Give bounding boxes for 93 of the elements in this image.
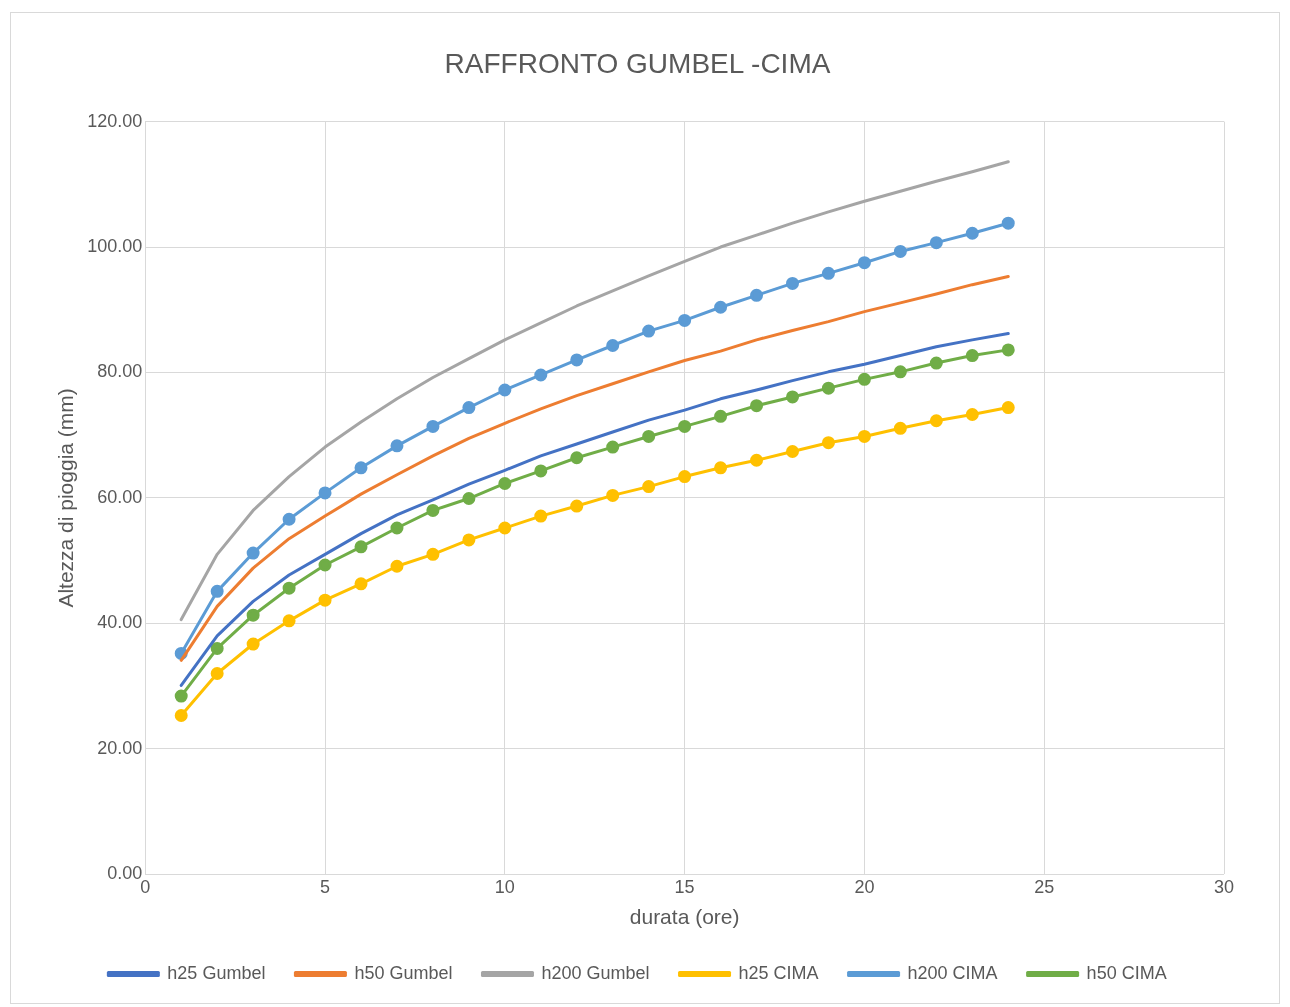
legend-label: h25 Gumbel bbox=[167, 962, 266, 983]
point bbox=[282, 512, 296, 526]
point bbox=[354, 461, 368, 475]
point bbox=[893, 365, 907, 379]
point bbox=[246, 608, 260, 622]
point bbox=[714, 461, 728, 475]
x-tick-label: 5 bbox=[320, 876, 331, 897]
point bbox=[821, 436, 835, 450]
point bbox=[786, 444, 799, 458]
y-tick-label: 20.00 bbox=[97, 737, 143, 758]
x-tick-label: 20 bbox=[854, 876, 875, 897]
point bbox=[390, 439, 404, 453]
point bbox=[929, 356, 943, 370]
point bbox=[462, 401, 476, 415]
x-tick-label: 25 bbox=[1034, 876, 1055, 897]
legend-label: h25 CIMA bbox=[738, 962, 819, 983]
point bbox=[642, 480, 656, 494]
point bbox=[606, 339, 620, 352]
point bbox=[318, 486, 332, 500]
point bbox=[498, 476, 512, 490]
legend-label: h50 CIMA bbox=[1086, 962, 1167, 983]
y-tick-label: 120.00 bbox=[87, 110, 143, 131]
point bbox=[390, 559, 404, 573]
y-tick-label: 60.00 bbox=[97, 486, 143, 507]
point bbox=[498, 521, 512, 535]
point bbox=[1001, 401, 1015, 415]
point bbox=[354, 577, 368, 591]
point bbox=[534, 464, 548, 478]
legend-label: h200 Gumbel bbox=[541, 962, 650, 983]
point bbox=[821, 381, 835, 395]
point bbox=[210, 584, 224, 598]
point bbox=[750, 399, 764, 413]
point bbox=[354, 540, 368, 554]
point bbox=[821, 266, 835, 280]
point bbox=[750, 288, 764, 302]
y-tick-label: 100.00 bbox=[87, 236, 143, 256]
y-axis-title: Altezza di pioggia (mm) bbox=[54, 388, 78, 608]
point bbox=[857, 429, 871, 443]
point bbox=[570, 451, 584, 465]
legend-label: h50 Gumbel bbox=[354, 962, 453, 983]
point bbox=[462, 492, 476, 506]
point bbox=[282, 614, 296, 628]
x-tick-label: 15 bbox=[674, 876, 695, 897]
point bbox=[390, 521, 404, 535]
point bbox=[857, 372, 871, 386]
point bbox=[965, 407, 979, 421]
point bbox=[714, 300, 728, 314]
point bbox=[606, 488, 620, 502]
point bbox=[786, 276, 799, 290]
point bbox=[1001, 343, 1015, 357]
point bbox=[678, 470, 692, 484]
point bbox=[174, 709, 188, 723]
point bbox=[174, 689, 188, 703]
point bbox=[750, 453, 764, 467]
y-tick-label: 80.00 bbox=[97, 361, 143, 382]
point bbox=[426, 547, 440, 561]
point bbox=[893, 244, 907, 258]
legend-label: h200 CIMA bbox=[907, 962, 998, 983]
y-tick-label: 40.00 bbox=[97, 612, 143, 633]
point bbox=[462, 533, 476, 547]
point bbox=[426, 419, 440, 433]
point bbox=[570, 353, 584, 367]
point bbox=[534, 368, 548, 382]
point bbox=[965, 349, 979, 363]
point bbox=[498, 383, 512, 397]
point bbox=[570, 499, 584, 513]
point bbox=[1001, 216, 1015, 230]
point bbox=[246, 546, 260, 560]
point bbox=[318, 558, 332, 572]
point bbox=[282, 581, 296, 595]
point bbox=[210, 667, 224, 681]
point bbox=[642, 429, 656, 443]
x-axis-title: durata (ore) bbox=[629, 905, 740, 929]
point bbox=[678, 419, 692, 433]
point bbox=[642, 324, 656, 338]
point bbox=[246, 637, 260, 651]
chart-title: RAFFRONTO GUMBEL -CIMA bbox=[444, 47, 831, 79]
point bbox=[786, 390, 799, 404]
point bbox=[678, 313, 692, 327]
point bbox=[857, 256, 871, 270]
x-tick-label: 0 bbox=[140, 876, 151, 897]
point bbox=[929, 414, 943, 428]
point bbox=[893, 421, 907, 435]
point bbox=[714, 409, 728, 423]
point bbox=[426, 503, 440, 517]
point bbox=[606, 440, 620, 454]
point bbox=[210, 641, 224, 655]
x-tick-label: 10 bbox=[494, 876, 515, 897]
point bbox=[965, 226, 979, 240]
point bbox=[534, 509, 548, 523]
point bbox=[318, 593, 332, 607]
x-tick-label: 30 bbox=[1213, 876, 1235, 897]
point bbox=[929, 236, 943, 250]
